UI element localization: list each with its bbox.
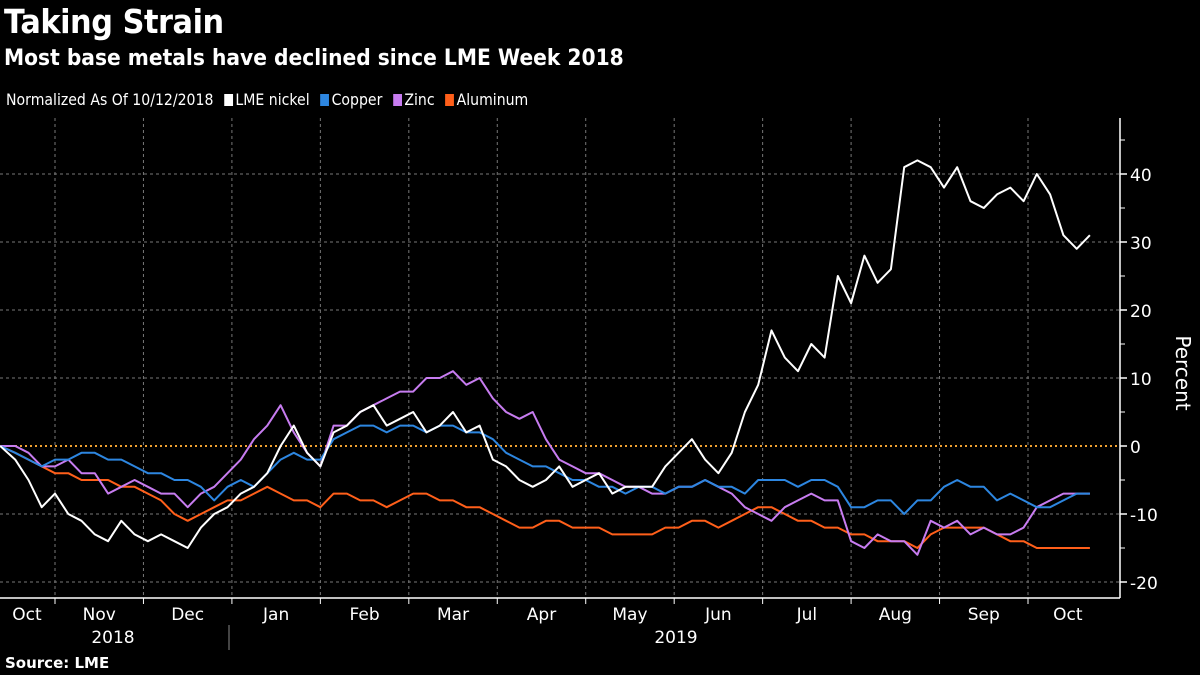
x-tick-label: Aug [879,605,912,625]
y-tick-label: 0 [1130,438,1141,458]
series-line-copper [0,424,1090,515]
x-tick-label: Oct [12,605,42,625]
chart-title: Taking Strain [4,2,224,41]
x-year-label: 2019 [654,628,697,648]
series-lines [0,159,1091,556]
axes: -20 -10 0 10 20 30 40 Oct Nov Dec Jan Feb Mar Apr May J… [0,118,1158,650]
legend-label-zinc: Zinc [404,90,435,109]
legend-swatch-nickel [223,93,233,106]
legend-swatch-copper [320,93,329,106]
series-line-lme-nickel [0,159,1091,549]
x-tick-label: Sep [968,605,1000,625]
series-line-zinc [0,370,1090,556]
x-tick-label: Mar [437,605,469,625]
x-tick-label: Apr [527,605,556,625]
x-tick-label: Jun [704,605,732,625]
y-tick-label: 10 [1130,370,1152,390]
y-tick-label: -10 [1130,506,1158,526]
y-tick-label: 30 [1130,234,1152,254]
y-axis-label: Percent [1171,335,1195,410]
source-note: Source: LME [5,654,110,672]
x-tick-label: Jul [796,605,818,625]
legend-swatch-aluminum [445,93,454,106]
legend-label-aluminum: Aluminum [456,90,529,109]
x-tick-label: Jan [262,605,289,625]
series-line-aluminum [0,445,1090,549]
x-tick-label: Nov [83,605,116,625]
x-year-label: 2018 [91,628,134,648]
y-tick-label: 20 [1130,302,1152,322]
y-tick-label: 40 [1130,166,1152,186]
y-tick-label: -20 [1130,574,1158,594]
legend: Normalized As Of 10/12/2018 LME nickel C… [6,90,539,109]
legend-normalization-note: Normalized As Of 10/12/2018 [6,90,214,109]
x-tick-label: Oct [1053,605,1083,625]
chart-subtitle: Most base metals have declined since LME… [4,46,624,71]
legend-swatch-zinc [392,93,402,106]
x-tick-label: Feb [350,605,380,625]
legend-item-nickel: LME nickel [223,90,310,109]
legend-label-nickel: LME nickel [235,90,310,109]
x-tick-label: May [612,605,647,625]
x-tick-label: Dec [171,605,204,625]
legend-item-copper: Copper [320,90,382,109]
grid [0,118,1120,598]
legend-item-aluminum: Aluminum [445,90,528,109]
legend-item-zinc: Zinc [392,90,435,109]
legend-label-copper: Copper [331,90,383,109]
